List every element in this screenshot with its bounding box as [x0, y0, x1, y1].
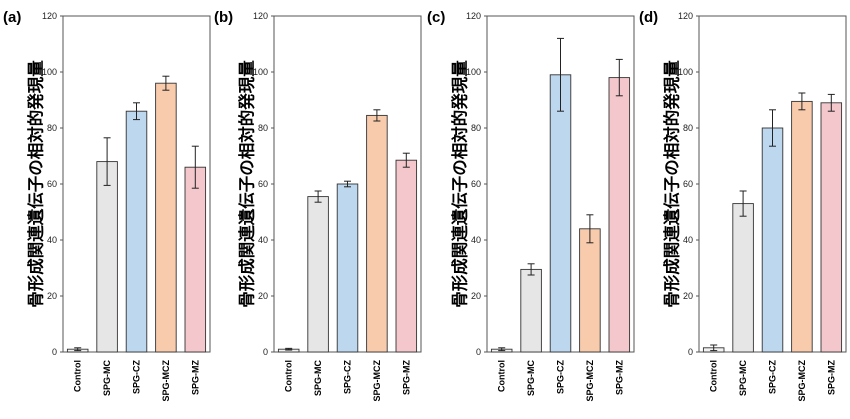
x-tick-label: SPG-MCZ [585, 360, 595, 402]
x-tick-label: Control [73, 360, 83, 392]
x-tick-label: SPG-MC [738, 359, 748, 396]
x-tick-label: SPG-MCZ [161, 360, 171, 402]
y-tick-label: 40 [47, 235, 57, 245]
y-tick-label: 100 [466, 67, 481, 77]
y-tick-label: 120 [253, 11, 268, 21]
y-tick-label: 80 [683, 123, 693, 133]
chart-panel: (a) 骨形成関連遺伝子の相対的発現量 0 20 40 60 80 100 120 Control… [3, 9, 211, 402]
x-tick-label: SPG-MC [102, 359, 112, 396]
y-tick-label: 100 [42, 67, 57, 77]
bar [549, 74, 572, 353]
y-tick-label: 120 [466, 11, 481, 21]
y-tick-label: 120 [678, 11, 693, 21]
bar [820, 102, 843, 353]
chart-panel: (b) 骨形成関連遺伝子の相対的発現量 0 20 40 60 80 100 120 Control… [214, 9, 422, 402]
y-tick-label: 60 [683, 179, 693, 189]
chart-panel: (d) 骨形成関連遺伝子の相対的発現量 0 20 40 60 80 100 120 Control… [639, 9, 847, 402]
bar [791, 100, 813, 353]
bar [307, 196, 329, 353]
x-tick-label: Control [284, 360, 294, 392]
bar [336, 183, 359, 353]
y-tick-label: 60 [471, 179, 481, 189]
y-axis-label: 骨形成関連遺伝子の相対的発現量 [662, 60, 682, 308]
panel-label: (d) [639, 9, 658, 26]
x-tick-label: SPG-CZ [556, 360, 566, 395]
x-tick-label: SPG-MZ [826, 359, 836, 395]
bar [579, 228, 601, 353]
y-tick-label: 0 [688, 347, 693, 357]
x-tick-label: Control [709, 360, 719, 392]
y-tick-label: 80 [47, 123, 57, 133]
bar [520, 268, 542, 353]
chart-panel: (c) 骨形成関連遺伝子の相対的発現量 0 20 40 60 80 100 120 Control… [427, 9, 635, 402]
y-tick-label: 0 [52, 347, 57, 357]
y-axis-label: 骨形成関連遺伝子の相対的発現量 [237, 60, 257, 308]
bar [395, 159, 418, 353]
x-tick-label: Control [497, 360, 507, 392]
x-tick-label: SPG-MZ [401, 359, 411, 395]
x-tick-label: SPG-MC [526, 359, 536, 396]
panel-label: (b) [214, 9, 233, 26]
y-tick-label: 120 [42, 11, 57, 21]
x-tick-label: SPG-CZ [132, 360, 142, 395]
panel-label: (c) [427, 9, 445, 26]
x-tick-label: SPG-CZ [768, 360, 778, 395]
y-tick-label: 40 [683, 235, 693, 245]
y-tick-label: 100 [678, 67, 693, 77]
y-tick-label: 0 [476, 347, 481, 357]
y-axis-label: 骨形成関連遺伝子の相対的発現量 [450, 60, 470, 308]
panel-label: (a) [3, 9, 21, 26]
bar [608, 77, 631, 353]
bar [155, 82, 177, 353]
bar [761, 127, 784, 353]
y-tick-label: 60 [47, 179, 57, 189]
y-tick-label: 100 [253, 67, 268, 77]
y-axis-label: 骨形成関連遺伝子の相対的発現量 [26, 60, 46, 308]
y-tick-label: 20 [258, 291, 268, 301]
y-tick-label: 20 [47, 291, 57, 301]
y-tick-label: 80 [258, 123, 268, 133]
bar [125, 110, 148, 353]
y-tick-label: 60 [258, 179, 268, 189]
bar [732, 203, 754, 353]
x-tick-label: SPG-MCZ [372, 360, 382, 402]
y-tick-label: 80 [471, 123, 481, 133]
y-tick-label: 20 [471, 291, 481, 301]
y-tick-label: 40 [258, 235, 268, 245]
x-tick-label: SPG-MZ [190, 359, 200, 395]
x-tick-label: SPG-MZ [614, 359, 624, 395]
y-tick-label: 40 [471, 235, 481, 245]
y-tick-label: 0 [263, 347, 268, 357]
x-tick-label: SPG-CZ [343, 360, 353, 395]
x-tick-label: SPG-MC [313, 359, 323, 396]
bar [366, 114, 388, 353]
bar [184, 166, 207, 353]
x-tick-label: SPG-MCZ [797, 360, 807, 402]
bar [96, 161, 118, 353]
y-tick-label: 20 [683, 291, 693, 301]
